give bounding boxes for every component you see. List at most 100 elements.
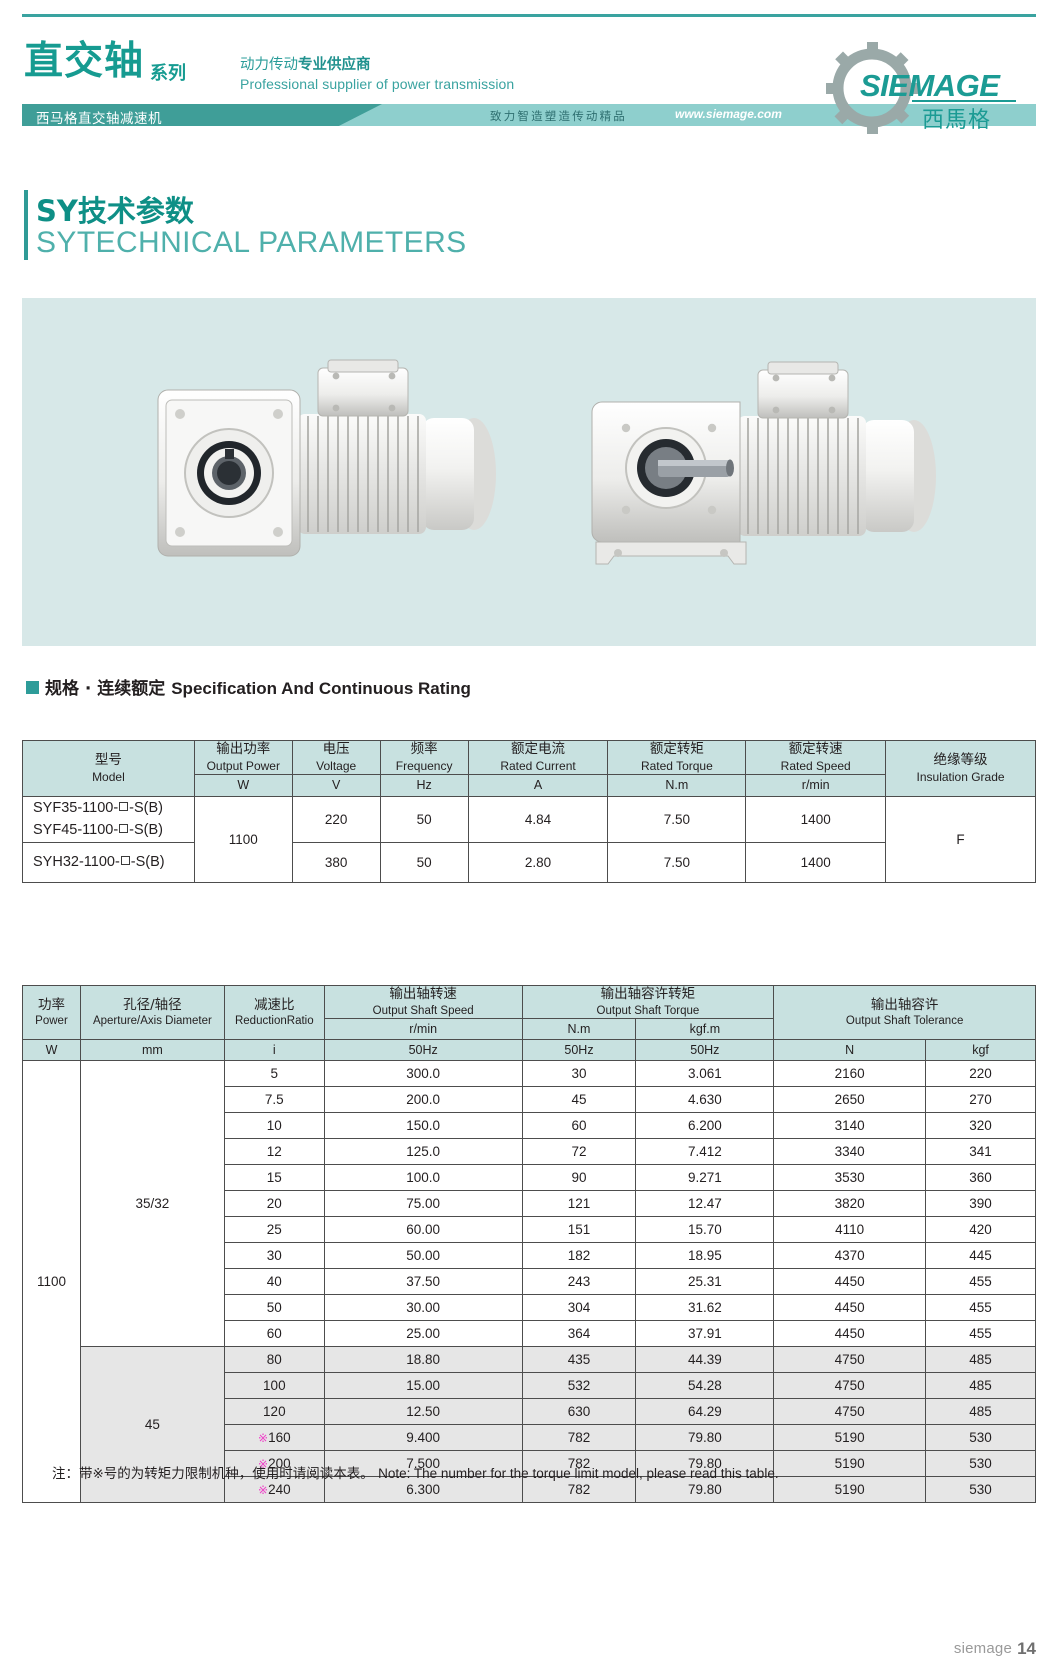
cell-tolerance-n: 3140 [773,1111,927,1139]
cell-torque-kgfm: 79.80 [635,1423,775,1451]
cell-tolerance-kgf: 445 [925,1241,1036,1269]
cell-ratio: 7.5 [223,1085,325,1113]
th-reduction-ratio: 减速比 ReductionRatio [223,985,325,1040]
product-photo-shaft-type [591,361,936,565]
cell-torque-kgfm: 15.70 [635,1215,775,1243]
cell-tolerance-kgf: 530 [925,1423,1036,1451]
cell-ratio: 80 [223,1345,325,1373]
header-title-cn: 直交轴 [24,39,145,84]
th-output-shaft-torque: 输出轴容许转矩 Output Shaft Torque [521,985,775,1019]
placeholder-box-icon [119,824,129,834]
unit-torque-kgfm: kgf.m [635,1017,775,1040]
cell-torque-nm: 121 [521,1189,637,1217]
cell-torque-nm: 182 [521,1241,637,1269]
cell-tolerance-kgf: 390 [925,1189,1036,1217]
cell-torque-kgfm: 44.39 [635,1345,775,1373]
cell-torque-kgfm: 25.31 [635,1267,775,1295]
cell-model-group-1: SYF35-1100- -S(B) SYF45-1100- -S(B) [22,795,195,843]
cell-torque-kgfm: 12.47 [635,1189,775,1217]
ribbon-website-link[interactable]: www.siemage.com [675,107,782,121]
table-row: 30 50.00 182 18.95 4370 445 [23,1241,1036,1269]
cell-voltage: 380 [291,841,381,883]
cell-torque-kgfm: 6.200 [635,1111,775,1139]
cell-torque-nm: 630 [521,1397,637,1425]
cell-torque-kgfm: 4.630 [635,1085,775,1113]
unit-rated-torque: N.m [607,773,747,797]
unit-power: W [22,1038,81,1061]
cell-tolerance-n: 4750 [773,1371,927,1399]
cell-speed: 7.500 [323,1449,523,1477]
cell-speed: 6.300 [323,1475,523,1503]
cell-speed: 9.400 [323,1423,523,1451]
cell-ratio: 100 [223,1371,325,1399]
cell-torque-nm: 782 [521,1475,637,1503]
cell-tolerance-kgf: 485 [925,1371,1036,1399]
cell-speed: 125.0 [323,1137,523,1165]
th-frequency: 频率 Frequency [379,740,469,775]
header-series-label: 系列 [150,63,186,84]
th-rated-current: 额定电流 Rated Current [467,740,609,775]
cell-rated-speed: 1400 [745,841,887,883]
cell-ratio: 10 [223,1111,325,1139]
cell-tolerance-kgf: 360 [925,1163,1036,1191]
header-ribbon-accent [22,104,382,126]
unit-voltage: V [291,773,381,797]
cell-ratio: 120 [223,1397,325,1425]
cell-speed: 300.0 [323,1059,523,1087]
cell-ratio: ※160 [223,1423,325,1451]
cell-tolerance-n: 4450 [773,1293,927,1321]
table-row: 45 80 18.80 435 44.39 4750 485 [22,1345,1036,1503]
cell-ratio: 50 [223,1293,325,1321]
cell-ratio: 60 [223,1319,325,1347]
unit-output-power: W [193,773,293,797]
cell-rated-torque: 7.50 [607,841,747,883]
cell-torque-kgfm: 54.28 [635,1371,775,1399]
page-title-accent-bar [24,190,28,260]
table2-unit-row: W mm i 50Hz 50Hz 50Hz N kgf [22,1038,1036,1061]
footnote-cn: 注：带※号的为转矩力限制机种，使用时请阅读本表。 [52,1466,374,1482]
cell-ratio: 30 [223,1241,325,1269]
cell-torque-nm: 30 [521,1059,637,1087]
cell-tolerance-n: 2650 [773,1085,927,1113]
cell-ratio: 5 [223,1059,325,1087]
ribbon-product-label: 西马格直交轴减速机 [36,111,162,127]
cell-tolerance-n: 4370 [773,1241,927,1269]
torque-limit-star-icon: ※ [258,1456,269,1471]
cell-tolerance-kgf: 485 [925,1397,1036,1425]
cell-tolerance-n: 4450 [773,1319,927,1347]
cell-torque-nm: 782 [521,1423,637,1451]
cell-ratio: 12 [223,1137,325,1165]
cell-torque-kgfm: 79.80 [635,1449,775,1477]
cell-speed: 200.0 [323,1085,523,1113]
cell-speed: 50.00 [323,1241,523,1269]
table1-header-row: 型号 Model 输出功率 Output Power 电压 Voltage 频率… [22,740,1036,797]
cell-frequency: 50 [379,795,469,843]
table-footnote: 注：带※号的为转矩力限制机种，使用时请阅读本表。 Note: The numbe… [52,1462,779,1482]
cell-rated-torque: 7.50 [607,795,747,843]
table2-header-row-2: r/min N.m kgf.m [23,1017,1036,1040]
logo-underline [912,100,1016,102]
cell-ratio: 40 [223,1267,325,1295]
cell-ratio: 20 [223,1189,325,1217]
cell-tolerance-kgf: 455 [925,1293,1036,1321]
cell-tolerance-kgf: 341 [925,1137,1036,1165]
cell-tolerance-kgf: 220 [925,1059,1036,1087]
cell-ratio: 25 [223,1215,325,1243]
table-row: 25 60.00 151 15.70 4110 420 [23,1215,1036,1243]
cell-torque-kgfm: 31.62 [635,1293,775,1321]
ribbon-tagline: 致力智造塑造传动精品 [490,109,627,123]
cell-power: 1100 [22,1059,81,1503]
cell-ratio: 15 [223,1163,325,1191]
th-insulation-grade: 绝缘等级 Insulation Grade [885,740,1036,797]
model-line-1: SYF35-1100- -S(B) [33,799,164,816]
cell-insulation-grade: F [885,795,1036,883]
cell-torque-nm: 304 [521,1293,637,1321]
cell-tolerance-n: 3820 [773,1189,927,1217]
cell-tolerance-n: 4450 [773,1267,927,1295]
cell-rated-speed: 1400 [745,795,887,843]
cell-speed: 100.0 [323,1163,523,1191]
cell-tolerance-n: 4750 [773,1397,927,1425]
cell-torque-nm: 243 [521,1267,637,1295]
placeholder-box-icon [120,855,130,865]
header-slogan-en: Professional supplier of power transmiss… [240,76,515,92]
